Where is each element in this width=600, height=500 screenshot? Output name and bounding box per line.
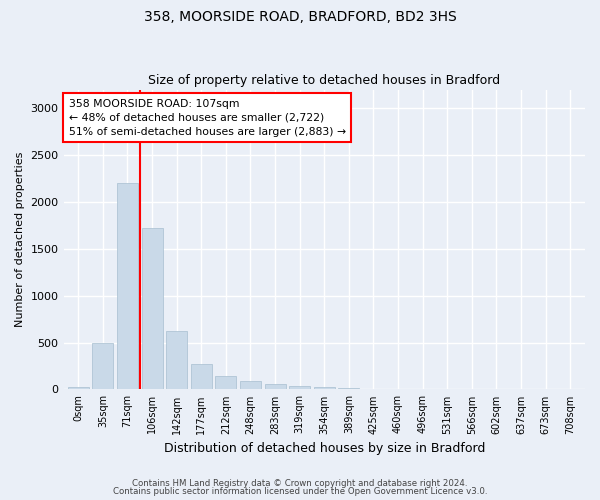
Bar [215, 376, 236, 390]
Bar [92, 342, 113, 390]
Bar [117, 184, 138, 390]
Text: Contains public sector information licensed under the Open Government Licence v3: Contains public sector information licen… [113, 487, 487, 496]
Bar [265, 384, 286, 390]
X-axis label: Distribution of detached houses by size in Bradford: Distribution of detached houses by size … [164, 442, 485, 455]
Text: Contains HM Land Registry data © Crown copyright and database right 2024.: Contains HM Land Registry data © Crown c… [132, 478, 468, 488]
Title: Size of property relative to detached houses in Bradford: Size of property relative to detached ho… [148, 74, 500, 87]
Bar [289, 386, 310, 390]
Bar [166, 331, 187, 390]
Y-axis label: Number of detached properties: Number of detached properties [15, 152, 25, 327]
Text: 358, MOORSIDE ROAD, BRADFORD, BD2 3HS: 358, MOORSIDE ROAD, BRADFORD, BD2 3HS [143, 10, 457, 24]
Bar [68, 387, 89, 390]
Bar [338, 388, 359, 390]
Bar [314, 387, 335, 390]
Bar [240, 381, 261, 390]
Bar [363, 388, 384, 390]
Bar [142, 228, 163, 390]
Bar [191, 364, 212, 390]
Text: 358 MOORSIDE ROAD: 107sqm
← 48% of detached houses are smaller (2,722)
51% of se: 358 MOORSIDE ROAD: 107sqm ← 48% of detac… [69, 98, 346, 136]
